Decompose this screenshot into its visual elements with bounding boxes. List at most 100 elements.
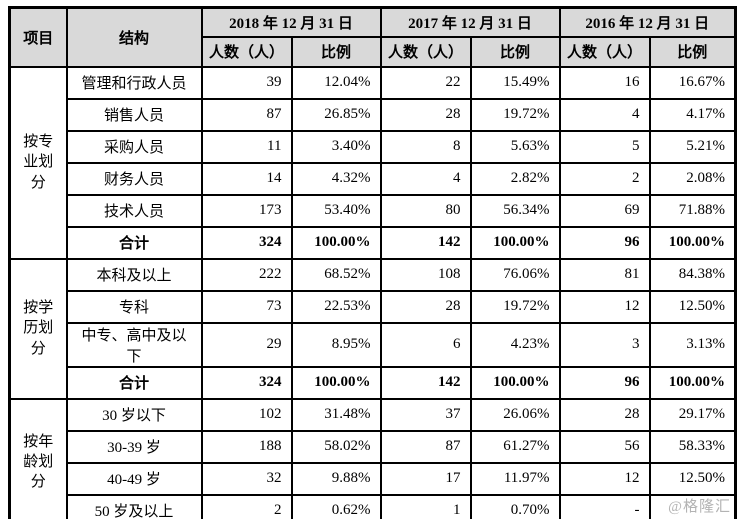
value-cell: 26.06% — [469, 397, 561, 432]
category-cell-2: 按年龄划分 — [8, 397, 68, 519]
value-cell: 100.00% — [469, 225, 561, 260]
value-cell: 58.02% — [290, 429, 382, 464]
value-cell: 1 — [379, 493, 472, 519]
structure-cell: 管理和行政人员 — [65, 65, 203, 100]
value-cell: 61.27% — [469, 429, 561, 464]
value-cell: 324 — [200, 225, 293, 260]
header-ratio-2018: 比例 — [290, 35, 382, 68]
value-cell: 81 — [558, 257, 651, 292]
value-cell: 84.38% — [648, 257, 737, 292]
value-cell: 15.49% — [469, 65, 561, 100]
value-cell: 2 — [558, 161, 651, 196]
header-count-2018: 人数（人） — [200, 35, 293, 68]
watermark: @格隆汇 — [668, 499, 731, 515]
value-cell: 56.34% — [469, 193, 561, 228]
value-cell: 4 — [379, 161, 472, 196]
structure-cell: 销售人员 — [65, 97, 203, 132]
table-row: 按专业划分 管理和行政人员 39 12.04% 22 15.49% 16 16.67% — [8, 65, 737, 260]
value-cell: 58.33% — [648, 429, 737, 464]
header-year-2017: 2017 年 12 月 31 日 — [379, 6, 561, 38]
value-cell: 100.00% — [290, 225, 382, 260]
table-row: 专科 73 22.53% 28 19.72% 12 12.50% — [10, 289, 737, 324]
header-row-years: 项目 结构 2018 年 12 月 31 日 2017 年 12 月 31 日 … — [8, 6, 737, 68]
table-row: 40-49 岁 32 9.88% 17 11.97% 12 12.50% — [10, 461, 737, 496]
table-row: 按学历划分 本科及以上 222 68.52% 108 76.06% 81 84.38% — [8, 257, 737, 400]
value-cell: 108 — [379, 257, 472, 292]
value-cell: 11.97% — [469, 461, 561, 496]
value-cell: 14 — [200, 161, 293, 196]
header-year-2016: 2016 年 12 月 31 日 — [558, 6, 737, 38]
value-cell: 22.53% — [290, 289, 382, 324]
structure-cell: 30-39 岁 — [65, 429, 203, 464]
value-cell: 28 — [379, 97, 472, 132]
value-cell: 12.50% — [648, 461, 737, 496]
header-year-2018: 2018 年 12 月 31 日 — [200, 6, 382, 38]
value-cell: - — [558, 493, 651, 519]
table-row: 财务人员 14 4.32% 4 2.82% 2 2.08% — [10, 161, 737, 196]
value-cell: 8 — [379, 129, 472, 164]
value-cell — [648, 493, 737, 519]
category-cell-1: 按学历划分 — [8, 257, 68, 400]
value-cell: 324 — [200, 365, 293, 400]
header-structure: 结构 — [65, 6, 203, 68]
value-cell: 71.88% — [648, 193, 737, 228]
value-cell: 102 — [200, 397, 293, 432]
header-item: 项目 — [8, 6, 68, 68]
value-cell: 37 — [379, 397, 472, 432]
value-cell: 96 — [558, 225, 651, 260]
value-cell: 2.82% — [469, 161, 561, 196]
value-cell: 96 — [558, 365, 651, 400]
staff-structure-table: 项目 结构 2018 年 12 月 31 日 2017 年 12 月 31 日 … — [8, 6, 738, 519]
value-cell: 0.70% — [469, 493, 561, 519]
value-cell: 22 — [379, 65, 472, 100]
value-cell: 29.17% — [648, 397, 737, 432]
header-ratio-2017: 比例 — [469, 35, 561, 68]
value-cell: 173 — [200, 193, 293, 228]
value-cell: 8.95% — [290, 321, 382, 368]
value-cell: 12.04% — [290, 65, 382, 100]
value-cell: 19.72% — [469, 97, 561, 132]
table-row: 中专、高中及以下 29 8.95% 6 4.23% 3 3.13% — [10, 321, 737, 368]
value-cell: 87 — [200, 97, 293, 132]
structure-cell: 技术人员 — [65, 193, 203, 228]
value-cell: 3 — [558, 321, 651, 368]
value-cell: 3.13% — [648, 321, 737, 368]
value-cell: 19.72% — [469, 289, 561, 324]
header-count-2017: 人数（人） — [379, 35, 472, 68]
value-cell: 4.17% — [648, 97, 737, 132]
value-cell: 4 — [558, 97, 651, 132]
header-count-2016: 人数（人） — [558, 35, 651, 68]
table-body: 按专业划分 管理和行政人员 39 12.04% 22 15.49% 16 16.67% 销售人员… — [8, 65, 737, 519]
value-cell: 188 — [200, 429, 293, 464]
table-row: 按年龄划分 30 岁以下 102 31.48% 37 26.06% 28 29.17% — [8, 397, 737, 519]
value-cell: 31.48% — [290, 397, 382, 432]
value-cell: 26.85% — [290, 97, 382, 132]
value-cell: 39 — [200, 65, 293, 100]
value-cell: 28 — [558, 397, 651, 432]
value-cell: 100.00% — [648, 365, 737, 400]
value-cell: 56 — [558, 429, 651, 464]
value-cell: 5 — [558, 129, 651, 164]
value-cell: 142 — [379, 225, 472, 260]
value-cell: 2.08% — [648, 161, 737, 196]
table-row: 合计 324 100.00% 142 100.00% 96 100.00% — [10, 365, 737, 400]
value-cell: 142 — [379, 365, 472, 400]
structure-cell: 30 岁以下 — [65, 397, 203, 432]
value-cell: 12 — [558, 289, 651, 324]
value-cell: 100.00% — [648, 225, 737, 260]
structure-cell: 采购人员 — [65, 129, 203, 164]
value-cell: 100.00% — [290, 365, 382, 400]
value-cell: 76.06% — [469, 257, 561, 292]
value-cell: 222 — [200, 257, 293, 292]
value-cell: 53.40% — [290, 193, 382, 228]
structure-cell: 本科及以上 — [65, 257, 203, 292]
value-cell: 68.52% — [290, 257, 382, 292]
value-cell: 80 — [379, 193, 472, 228]
value-cell: 2 — [200, 493, 293, 519]
value-cell: 28 — [379, 289, 472, 324]
structure-cell: 合计 — [65, 225, 203, 260]
value-cell: 17 — [379, 461, 472, 496]
structure-cell: 财务人员 — [65, 161, 203, 196]
structure-cell: 50 岁及以上 — [65, 493, 203, 519]
category-cell-0: 按专业划分 — [8, 65, 68, 260]
